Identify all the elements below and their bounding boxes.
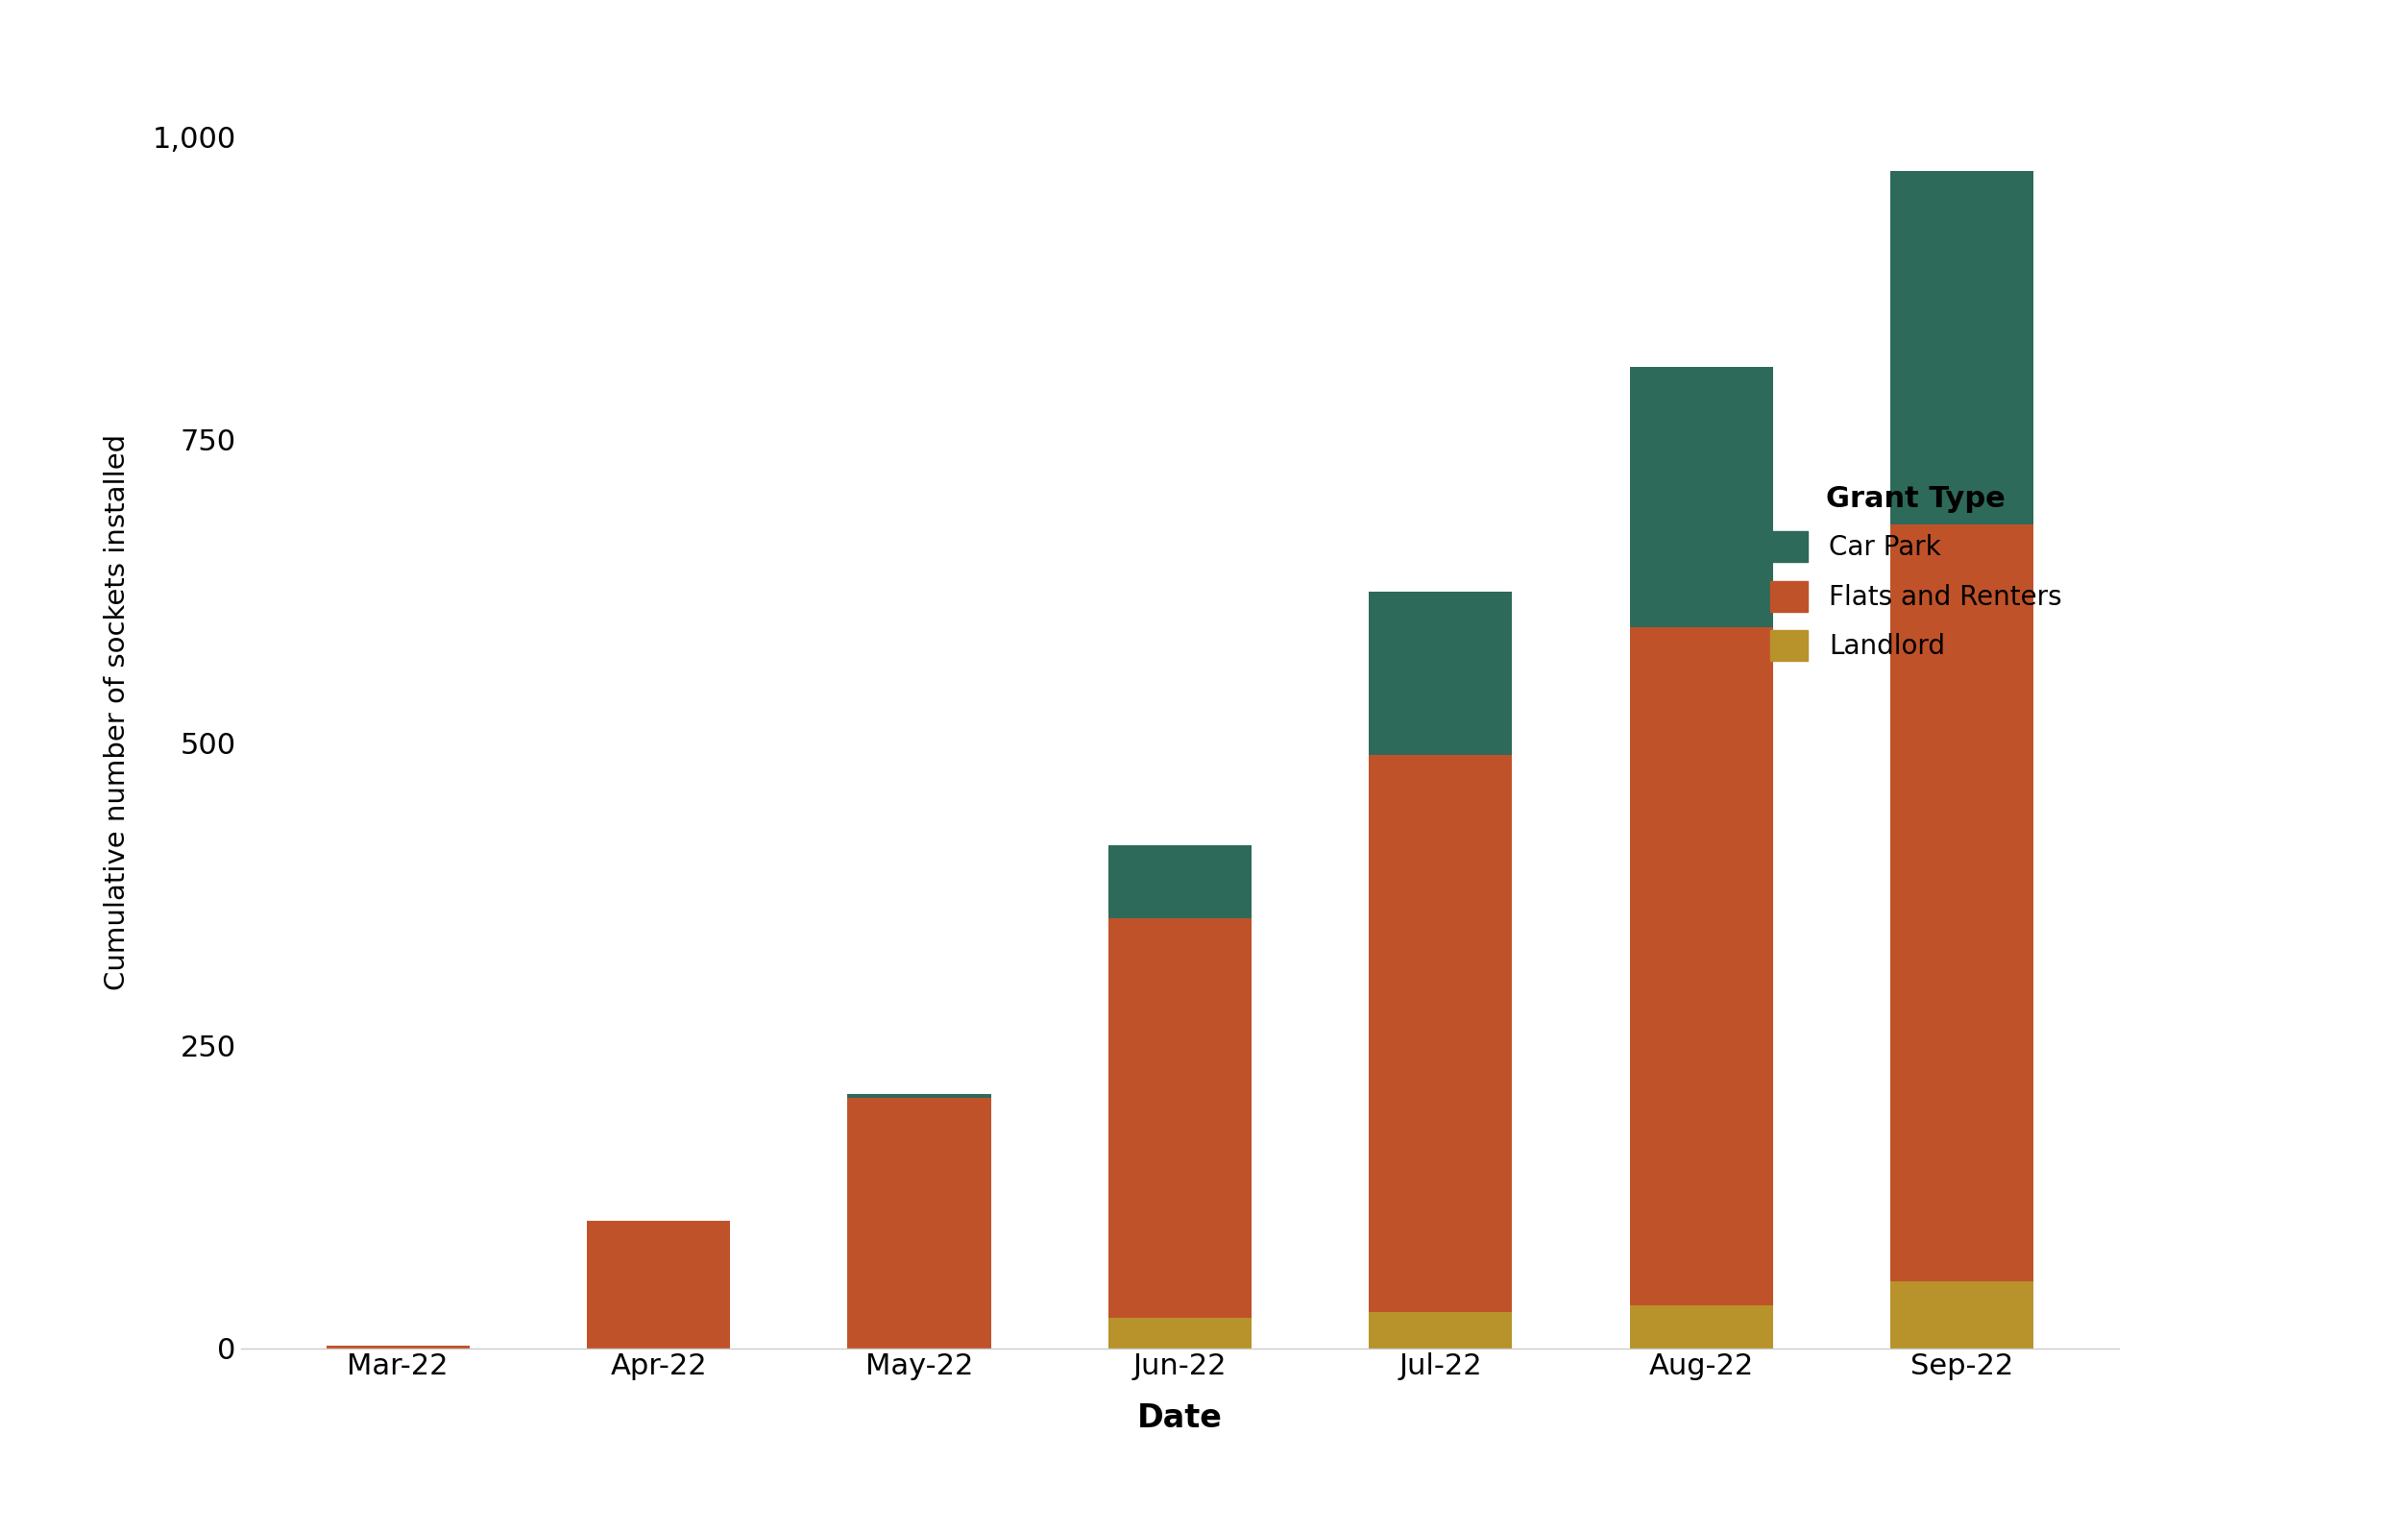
Bar <box>1368 1311 1512 1348</box>
Bar <box>1890 1282 2035 1348</box>
Bar <box>1630 1305 1772 1348</box>
Bar <box>1630 368 1772 628</box>
Bar <box>1630 628 1772 1305</box>
Y-axis label: Cumulative number of sockets installed: Cumulative number of sockets installed <box>104 434 130 991</box>
Bar <box>1108 918 1252 1318</box>
Legend: Car Park, Flats and Renters, Landlord: Car Park, Flats and Renters, Landlord <box>1758 472 2076 674</box>
Bar <box>1890 172 2035 524</box>
Bar <box>325 1345 470 1348</box>
Bar <box>848 1094 992 1097</box>
Bar <box>588 1221 730 1348</box>
X-axis label: Date: Date <box>1137 1402 1223 1434</box>
Bar <box>1890 524 2035 1282</box>
Bar <box>1108 846 1252 918</box>
Bar <box>848 1097 992 1348</box>
Bar <box>1368 591 1512 755</box>
Bar <box>1368 755 1512 1311</box>
Bar <box>1108 1318 1252 1348</box>
